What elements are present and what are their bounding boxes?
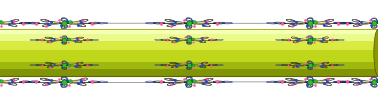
Bar xyxy=(0,41,378,42)
Bar xyxy=(0,72,378,73)
Bar xyxy=(0,75,378,76)
Bar xyxy=(0,42,378,43)
Bar xyxy=(0,32,378,33)
Bar xyxy=(0,40,378,41)
Bar xyxy=(0,63,378,64)
Bar xyxy=(0,61,378,62)
Bar xyxy=(0,45,378,46)
Bar xyxy=(0,31,378,32)
Bar xyxy=(0,52,378,53)
Bar xyxy=(0,50,378,51)
Ellipse shape xyxy=(374,29,378,76)
Bar xyxy=(0,51,378,52)
Bar xyxy=(0,71,378,72)
Bar xyxy=(0,35,378,36)
Bar xyxy=(0,43,378,44)
Bar xyxy=(0,56,378,57)
Bar xyxy=(0,36,378,37)
Bar xyxy=(0,66,378,67)
Bar xyxy=(0,39,378,40)
Bar xyxy=(0,57,378,58)
Bar xyxy=(0,63,378,64)
Bar xyxy=(0,59,378,60)
Bar xyxy=(0,53,378,54)
Bar xyxy=(0,65,378,66)
Bar xyxy=(0,54,378,55)
Bar xyxy=(0,30,378,31)
Bar xyxy=(0,62,378,63)
Bar xyxy=(0,47,378,48)
Bar xyxy=(0,64,378,65)
Bar xyxy=(0,41,378,42)
Bar xyxy=(0,49,378,50)
Bar xyxy=(0,46,378,47)
Bar xyxy=(0,37,378,38)
Bar xyxy=(0,69,378,70)
Bar xyxy=(0,60,378,61)
Bar xyxy=(0,70,378,71)
Bar xyxy=(0,34,378,35)
Bar xyxy=(0,38,378,39)
Bar xyxy=(0,34,378,35)
Bar xyxy=(0,48,378,49)
Bar xyxy=(0,58,378,59)
Bar xyxy=(0,67,378,68)
Bar xyxy=(0,44,378,45)
Bar xyxy=(0,73,378,74)
Bar xyxy=(0,74,378,75)
Bar xyxy=(0,68,378,69)
Bar xyxy=(0,29,378,30)
Bar xyxy=(0,55,378,56)
Bar xyxy=(0,33,378,34)
Bar xyxy=(0,70,378,71)
